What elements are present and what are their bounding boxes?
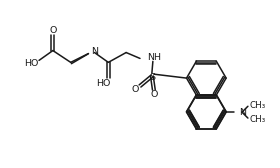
Text: HO: HO	[96, 79, 111, 89]
Text: N: N	[92, 47, 99, 56]
Text: O: O	[49, 26, 57, 35]
Text: S: S	[149, 73, 155, 82]
Text: CH₃: CH₃	[250, 101, 266, 110]
Text: NH: NH	[147, 53, 161, 62]
Text: CH₃: CH₃	[250, 115, 266, 123]
Text: N: N	[239, 108, 246, 117]
Text: O: O	[150, 90, 158, 99]
Text: HO: HO	[24, 59, 38, 68]
Text: O: O	[131, 85, 139, 94]
